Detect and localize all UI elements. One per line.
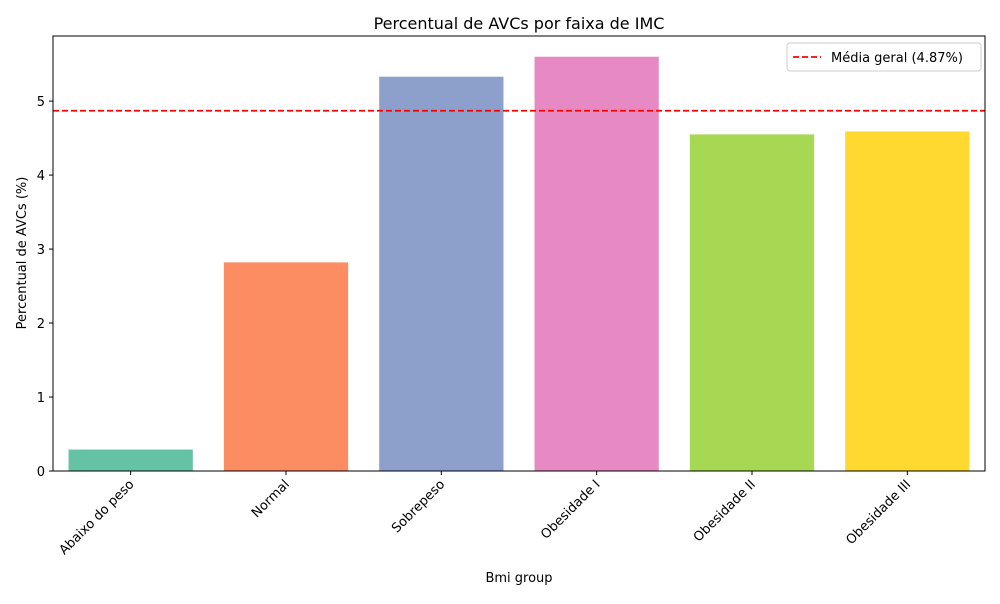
y-tick-label: 1 bbox=[37, 391, 45, 406]
y-tick-label: 2 bbox=[37, 317, 45, 332]
bar-3 bbox=[379, 76, 504, 471]
bar-4 bbox=[534, 56, 659, 471]
legend-box bbox=[786, 42, 982, 72]
bars-layer bbox=[68, 56, 970, 472]
plot-frame bbox=[52, 35, 986, 472]
y-tick-label: 5 bbox=[37, 95, 45, 110]
x-axis-label: Bmi group bbox=[485, 571, 552, 586]
y-tick-label: 4 bbox=[37, 169, 45, 184]
bar-6 bbox=[845, 131, 970, 472]
y-tick-label: 3 bbox=[37, 243, 45, 258]
legend-label: Média geral (4.87%) bbox=[831, 51, 963, 66]
axes-layer bbox=[52, 35, 986, 472]
bar-5 bbox=[689, 134, 815, 471]
bar-1 bbox=[68, 449, 193, 471]
legend: Média geral (4.87%) bbox=[786, 42, 982, 72]
bar-2 bbox=[223, 262, 349, 471]
chart-title: Percentual de AVCs por faixa de IMC bbox=[374, 14, 665, 33]
y-tick-label: 0 bbox=[37, 465, 45, 480]
y-axis-label: Percentual de AVCs (%) bbox=[15, 177, 30, 330]
